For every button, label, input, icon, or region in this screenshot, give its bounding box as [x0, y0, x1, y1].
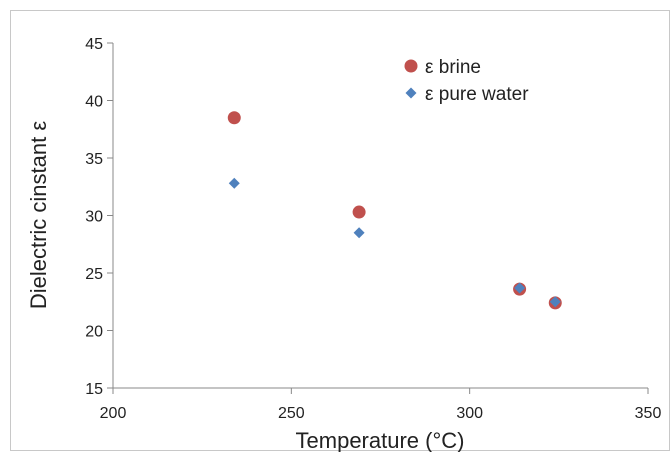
pure-water-point [549, 296, 561, 308]
y-axis-title: Dielectric cinstant ε [26, 121, 51, 310]
data-marks [227, 111, 562, 310]
pure-water-point [353, 227, 365, 239]
legend-marker [405, 87, 417, 99]
y-tick-label: 25 [85, 266, 103, 283]
pure-water-point [514, 282, 526, 294]
y-tick-label: 30 [85, 209, 103, 226]
pure-water-point [228, 177, 240, 189]
brine-point [227, 111, 241, 125]
legend: ε brine ε pure water [404, 57, 529, 105]
x-tick-label: 250 [278, 405, 305, 422]
y-tick-label: 40 [85, 94, 103, 111]
y-tick-label: 45 [85, 36, 103, 53]
chart-frame [10, 10, 670, 451]
axes [112, 43, 648, 389]
y-tick-label: 15 [85, 381, 103, 398]
x-tick-label: 200 [100, 405, 127, 422]
y-tick-label: 20 [85, 324, 103, 341]
y-tick-label: 35 [85, 151, 103, 168]
legend-entry: ε pure water [425, 84, 529, 105]
x-axis-title: Temperature (°C) [296, 428, 465, 452]
x-tick-label: 350 [635, 405, 662, 422]
brine-point [352, 205, 366, 219]
legend-entry: ε brine [425, 57, 481, 78]
ticks: 15 20 25 30 35 40 45 200 250 300 350 [85, 36, 661, 422]
legend-marker [404, 59, 418, 73]
x-tick-label: 300 [456, 405, 483, 422]
